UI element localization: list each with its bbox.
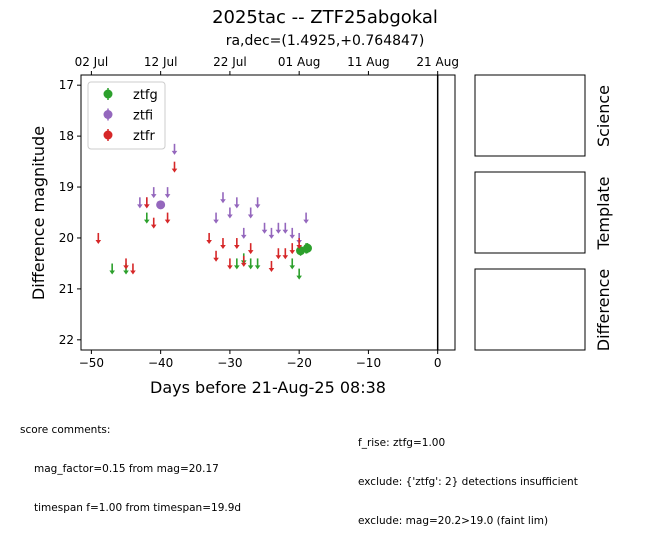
top-date-axis: 02 Jul 12 Jul 22 Jul 01 Aug 11 Aug 21 Aug	[75, 55, 459, 75]
score-comments: score comments: mag_factor=0.15 from mag…	[20, 398, 241, 528]
upper-limit-ztfg	[254, 258, 261, 270]
upper-limit-ztfr	[171, 161, 178, 173]
y-tick-label: 19	[59, 180, 74, 194]
upper-limit-ztfr	[220, 238, 226, 250]
x-tick-label: −20	[287, 356, 312, 370]
upper-limit-ztfr	[289, 243, 296, 255]
upper-limit-ztfi	[303, 212, 309, 224]
y-tick-label: 20	[59, 231, 74, 245]
rise-comments: f_rise: ztfg=1.00 exclude: {'ztfg': 2} d…	[358, 411, 578, 541]
upper-limit-ztfg	[296, 268, 302, 280]
upper-limit-ztfg	[109, 263, 115, 275]
top-tick-label: 01 Aug	[278, 55, 321, 69]
comment-line: exclude: {'ztfg': 2} detections insuffic…	[358, 476, 578, 488]
difference-panel	[474, 268, 586, 351]
upper-limit-ztfi	[150, 187, 157, 199]
upper-limit-ztfg	[234, 258, 240, 270]
x-tick-label: 0	[434, 356, 442, 370]
upper-limit-ztfi	[282, 222, 289, 234]
upper-limit-ztfr	[95, 232, 102, 244]
upper-limit-ztfr	[213, 250, 219, 262]
upper-limit-ztfi	[240, 227, 247, 239]
upper-limit-ztfi	[164, 187, 171, 199]
upper-limit-ztfr	[130, 263, 136, 275]
upper-limit-ztfr	[206, 232, 212, 244]
comment-line: f_rise: ztfg=1.00	[358, 437, 446, 449]
legend-marker	[103, 130, 113, 140]
comment-line: exclude: mag=20.2>19.0 (faint lim)	[358, 515, 549, 527]
x-tick-label: −30	[217, 356, 242, 370]
upper-limit-ztfi	[220, 192, 226, 204]
x-axis-label: Days before 21-Aug-25 08:38	[150, 378, 386, 397]
science-panel	[474, 74, 586, 157]
upper-limit-ztfi	[275, 222, 282, 234]
legend-marker	[103, 110, 113, 119]
y-tick-label: 22	[59, 333, 74, 347]
comment-line: timespan f=1.00 from timespan=19.9d	[34, 502, 242, 514]
top-tick-label: 12 Jul	[144, 55, 178, 69]
upper-limit-ztfr	[123, 258, 129, 270]
upper-limit-ztfi	[247, 207, 254, 219]
y-tick-label: 21	[59, 282, 74, 296]
y-tick-label: 17	[59, 78, 74, 92]
upper-limit-ztfi	[254, 197, 261, 209]
data-marks	[95, 143, 312, 280]
upper-limit-ztfr	[240, 255, 247, 267]
y-axis-label: Difference magnitude	[29, 126, 48, 300]
y-tick-label: 18	[59, 129, 74, 143]
x-axis: −50 −40 −30 −20 −10 0	[79, 350, 442, 370]
upper-limit-ztfr	[268, 260, 275, 272]
template-panel	[474, 171, 586, 254]
upper-limit-ztfr	[275, 248, 282, 260]
upper-limit-ztfi	[261, 222, 268, 234]
upper-limit-ztfr	[282, 248, 289, 260]
legend-item-ztfg: ztfg	[103, 88, 158, 103]
top-tick-label: 22 Jul	[213, 55, 247, 69]
detection-ztfg	[296, 245, 306, 256]
y-axis: 17 18 19 20 21 22	[59, 78, 81, 347]
legend-item-ztfi: ztfi	[103, 108, 153, 124]
comment-line: mag_factor=0.15 from mag=20.17	[34, 463, 219, 475]
upper-limit-ztfi	[137, 197, 143, 209]
upper-limit-ztfi	[289, 227, 296, 239]
upper-limit-ztfi	[227, 207, 233, 219]
upper-limit-ztfg	[247, 258, 254, 270]
top-tick-label: 21 Aug	[416, 55, 459, 69]
upper-limit-ztfr	[164, 212, 171, 224]
x-tick-label: −50	[79, 356, 104, 370]
legend-item-ztfr: ztfr	[103, 129, 155, 144]
x-tick-label: −10	[356, 356, 381, 370]
upper-limit-ztfr	[150, 217, 157, 229]
upper-limit-ztfr	[227, 258, 233, 270]
top-tick-label: 02 Jul	[75, 55, 109, 69]
legend: ztfg ztfi ztfr	[87, 81, 166, 150]
upper-limit-ztfr	[234, 238, 240, 250]
top-tick-label: 11 Aug	[347, 55, 390, 69]
subtitle: ra,dec=(1.4925,+0.764847)	[225, 33, 425, 49]
legend-label: ztfg	[133, 88, 158, 103]
science-label: Science	[594, 85, 613, 147]
legend-label: ztfr	[133, 129, 155, 144]
figure: −50 −40 −30 −20 −10 0 02 Jul 12 Jul 22 Jul 01 Au…	[29, 55, 613, 397]
x-tick-label: −40	[148, 356, 173, 370]
upper-limit-ztfg	[289, 258, 296, 270]
page-title: 2025tac -- ZTF25abgokal	[212, 7, 438, 28]
detection-ztfg	[302, 243, 312, 254]
upper-limit-ztfi	[171, 143, 178, 155]
upper-limit-ztfi	[234, 197, 240, 209]
upper-limit-ztfi	[268, 227, 275, 239]
legend-marker	[103, 89, 113, 99]
difference-label: Difference	[594, 269, 613, 351]
upper-limit-ztfr	[247, 243, 254, 255]
upper-limit-ztfg	[143, 212, 150, 224]
comments-header: score comments:	[20, 424, 111, 436]
upper-limit-ztfi	[213, 212, 219, 224]
template-label: Template	[594, 176, 613, 250]
legend-label: ztfi	[133, 109, 153, 124]
upper-limit-ztfr	[143, 197, 150, 209]
upper-limit-ztfr	[296, 238, 302, 250]
detection-ztfi	[156, 200, 166, 210]
